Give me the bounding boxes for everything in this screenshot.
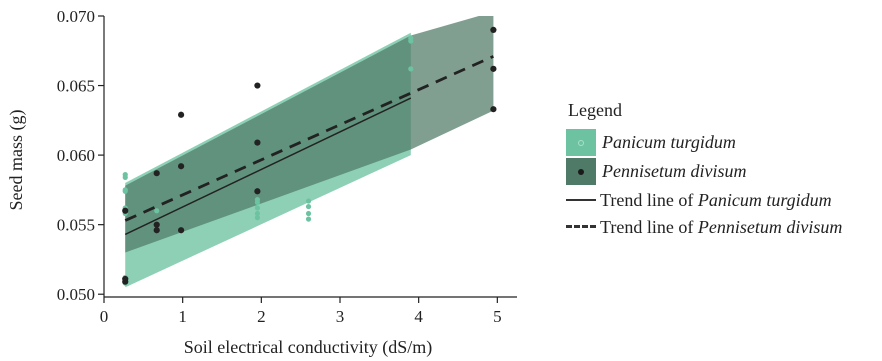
pennisetum-point (177, 227, 185, 234)
panicum-swatch (566, 129, 596, 156)
x-tick-label: 4 (414, 307, 423, 326)
pennisetum-point (122, 278, 129, 285)
panicum-point-icon (578, 140, 584, 146)
confidence-band-1 (125, 16, 494, 253)
pennisetum-point (177, 111, 185, 118)
y-tick-label: 0.065 (57, 77, 95, 96)
legend: Legend Panicum turgidum Pennisetum divis… (566, 100, 882, 241)
pennisetum-point (177, 163, 185, 170)
legend-label-trend-panicum: Panicum turgidum (697, 190, 832, 210)
panicum-point (122, 174, 128, 180)
panicum-point (154, 208, 160, 214)
x-tick-label: 2 (257, 307, 266, 326)
dashed-line-icon (566, 225, 596, 230)
legend-item-trend-panicum: Trend line of Panicum turgidum (566, 187, 882, 214)
pennisetum-point-icon (578, 169, 584, 175)
pennisetum-trend-line (124, 55, 494, 222)
pennisetum-point (490, 26, 497, 34)
panicum-point (122, 188, 128, 194)
pennisetum-point (254, 188, 261, 195)
y-tick-label: 0.050 (57, 285, 95, 304)
y-tick-label: 0.055 (57, 216, 95, 235)
x-axis-title: Soil electrical conductivity (dS/m) (184, 337, 432, 358)
y-tick-label: 0.060 (57, 146, 95, 165)
y-axis-title: Seed mass (g) (6, 110, 27, 211)
panicum-point (254, 199, 260, 206)
legend-item-pennisetum: Pennisetum divisum (566, 158, 882, 185)
pennisetum-point (122, 207, 129, 214)
panicum-point (254, 215, 260, 221)
x-tick-label: 0 (100, 307, 109, 326)
panicum-point (254, 210, 260, 217)
legend-prefix-trend-pennisetum: Trend line of (600, 217, 698, 237)
panicum-point (305, 203, 312, 210)
x-tick-label: 1 (178, 307, 187, 326)
legend-prefix-trend-panicum: Trend line of (600, 190, 698, 210)
y-tick-label: 0.070 (57, 7, 95, 26)
pennisetum-swatch (566, 158, 596, 185)
panicum-point (305, 210, 312, 217)
legend-item-trend-pennisetum: Trend line of Pennisetum divisum (566, 214, 882, 241)
solid-line-icon (566, 198, 596, 203)
legend-item-panicum: Panicum turgidum (566, 129, 882, 156)
pennisetum-point (254, 139, 261, 146)
legend-title: Legend (568, 100, 622, 120)
legend-label-pennisetum: Pennisetum divisum (602, 161, 747, 181)
pennisetum-point (490, 65, 497, 72)
panicum-point (408, 66, 414, 72)
panicum-point (305, 198, 312, 204)
x-tick-label: 3 (336, 307, 345, 326)
panicum-point (305, 216, 312, 222)
panicum-trend-line (124, 97, 412, 236)
pennisetum-point (153, 221, 160, 228)
x-tick-label: 5 (493, 307, 502, 326)
pennisetum-point (490, 106, 497, 113)
pennisetum-point (153, 227, 160, 234)
panicum-point (408, 38, 414, 44)
legend-label-trend-pennisetum: Pennisetum divisum (697, 217, 843, 237)
pennisetum-point (153, 170, 160, 177)
legend-label-panicum: Panicum turgidum (602, 132, 736, 152)
pennisetum-point (254, 82, 261, 89)
panicum-point (408, 11, 413, 16)
panicum-point (254, 205, 260, 211)
